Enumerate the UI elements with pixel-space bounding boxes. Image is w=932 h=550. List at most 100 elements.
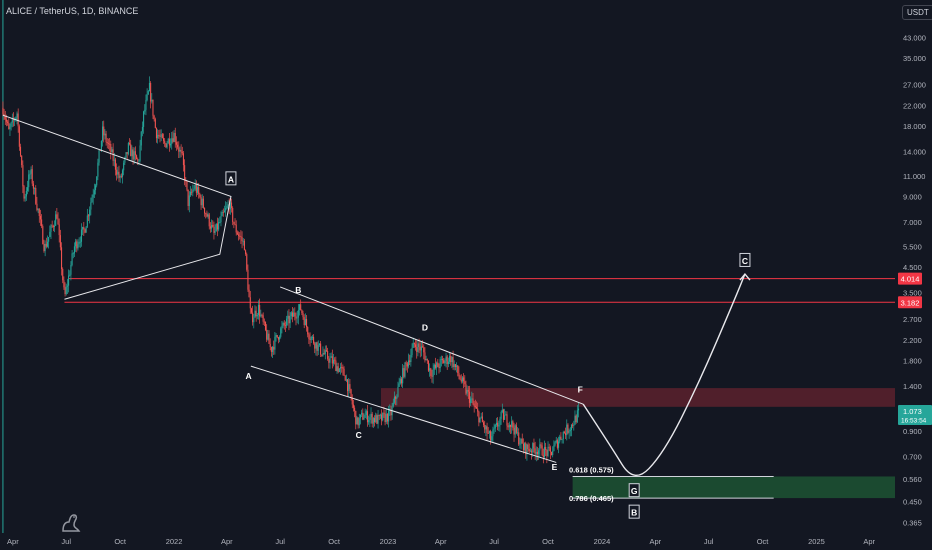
candle-body-200 <box>236 232 238 235</box>
candle-body-202 <box>239 235 241 237</box>
symbol-title[interactable]: ALICE / TetherUS, 1D, BINANCE <box>6 6 139 16</box>
candle-body-161 <box>191 191 193 193</box>
candle-body-466 <box>548 446 550 448</box>
candle-body-279 <box>329 357 331 363</box>
candle-body-24 <box>30 169 32 174</box>
candle-body-326 <box>384 413 386 423</box>
candle-body-328 <box>386 413 388 422</box>
candle-body-468 <box>550 451 553 456</box>
candle-body-175 <box>207 214 209 217</box>
candle-body-402 <box>473 403 475 406</box>
candle-body-311 <box>366 411 369 423</box>
candle-body-302 <box>356 417 358 425</box>
candle-body-129 <box>153 115 155 120</box>
candle-body-351 <box>413 342 415 345</box>
candle-body-3 <box>5 119 7 122</box>
candle-body-84 <box>100 140 102 151</box>
candle-body-188 <box>222 212 224 213</box>
wave-label-box-0 <box>225 171 237 186</box>
candle-body-90 <box>107 143 109 144</box>
candle-body-101 <box>120 176 122 178</box>
candle-body-79 <box>94 185 97 191</box>
candle-body-139 <box>165 143 167 148</box>
candle-body-237 <box>280 328 282 337</box>
candle-body-405 <box>477 408 479 412</box>
candle-body-337 <box>397 386 399 397</box>
projection-curve <box>582 273 746 476</box>
candle-body-143 <box>170 143 172 146</box>
current-price-tag <box>898 404 932 425</box>
candle-body-292 <box>344 375 346 381</box>
candle-body-256 <box>302 312 304 318</box>
candle-body-275 <box>324 350 326 355</box>
candle-body-394 <box>464 381 466 385</box>
candle-body-395 <box>465 384 467 394</box>
candle-body-60 <box>72 253 74 255</box>
candle-body-261 <box>308 334 310 340</box>
y-tick-label-22: 0.365 <box>903 519 922 528</box>
candle-body-7 <box>10 122 12 127</box>
candle-body-115 <box>137 159 139 161</box>
candle-body-284 <box>335 360 337 372</box>
candle-body-40 <box>49 231 51 237</box>
resistance-price-tag-1 <box>898 272 922 285</box>
candle-body-408 <box>480 416 482 418</box>
candle-body-128 <box>152 99 154 116</box>
candle-body-111 <box>132 149 134 160</box>
channel-lower-line <box>250 365 557 463</box>
candle-body-412 <box>485 426 487 430</box>
y-tick-label-9: 7.000 <box>903 218 922 227</box>
candle-body-53 <box>64 287 66 295</box>
candle-body-424 <box>499 418 501 426</box>
candle-body-310 <box>365 411 367 415</box>
candle-body-406 <box>478 411 480 423</box>
currency-badge[interactable]: USDT <box>902 5 932 20</box>
candle-body-170 <box>201 198 203 206</box>
candle-body-380 <box>447 361 449 365</box>
wave-label-f-6: F <box>578 384 583 394</box>
candle-body-209 <box>247 269 249 290</box>
y-tick-label-10: 5.500 <box>903 243 922 252</box>
candle-body-127 <box>151 99 153 102</box>
candle-body-392 <box>461 377 463 382</box>
candle-body-71 <box>85 226 87 233</box>
candle-body-218 <box>257 305 260 315</box>
candle-body-233 <box>275 334 277 337</box>
candle-body-374 <box>440 359 442 360</box>
candle-body-403 <box>474 405 476 408</box>
candle-body-385 <box>453 364 455 368</box>
candle-body-195 <box>230 202 233 208</box>
candle-body-271 <box>320 343 322 355</box>
candle-body-348 <box>410 355 412 362</box>
candle-body-435 <box>512 421 514 428</box>
candle-body-135 <box>160 134 162 137</box>
candle-body-384 <box>452 356 454 368</box>
candle-body-490 <box>576 410 578 423</box>
wave-label-d-4: D <box>422 322 428 332</box>
candle-body-201 <box>237 234 240 236</box>
candle-body-330 <box>389 410 391 412</box>
candle-body-136 <box>161 134 163 139</box>
candle-body-336 <box>396 396 398 399</box>
candle-body-338 <box>398 383 400 387</box>
candle-body-267 <box>315 342 317 349</box>
y-tick-label-3: 27.000 <box>903 81 926 90</box>
candle-body-276 <box>325 350 328 352</box>
candle-body-341 <box>402 368 404 384</box>
candle-body-320 <box>377 415 379 424</box>
candle-body-254 <box>300 304 302 310</box>
candle-body-168 <box>199 193 201 197</box>
candle-body-172 <box>204 207 206 214</box>
candle-body-46 <box>56 214 58 219</box>
candle-body-361 <box>425 358 427 361</box>
candle-body-117 <box>139 145 141 161</box>
candle-body-94 <box>112 149 114 161</box>
candle-body-58 <box>70 264 72 275</box>
candle-body-93 <box>111 149 113 153</box>
candle-body-253 <box>298 304 301 310</box>
candle-body-452 <box>532 443 534 453</box>
candle-body-390 <box>459 376 461 380</box>
candle-body-130 <box>154 119 156 129</box>
candle-body-199 <box>235 224 237 233</box>
